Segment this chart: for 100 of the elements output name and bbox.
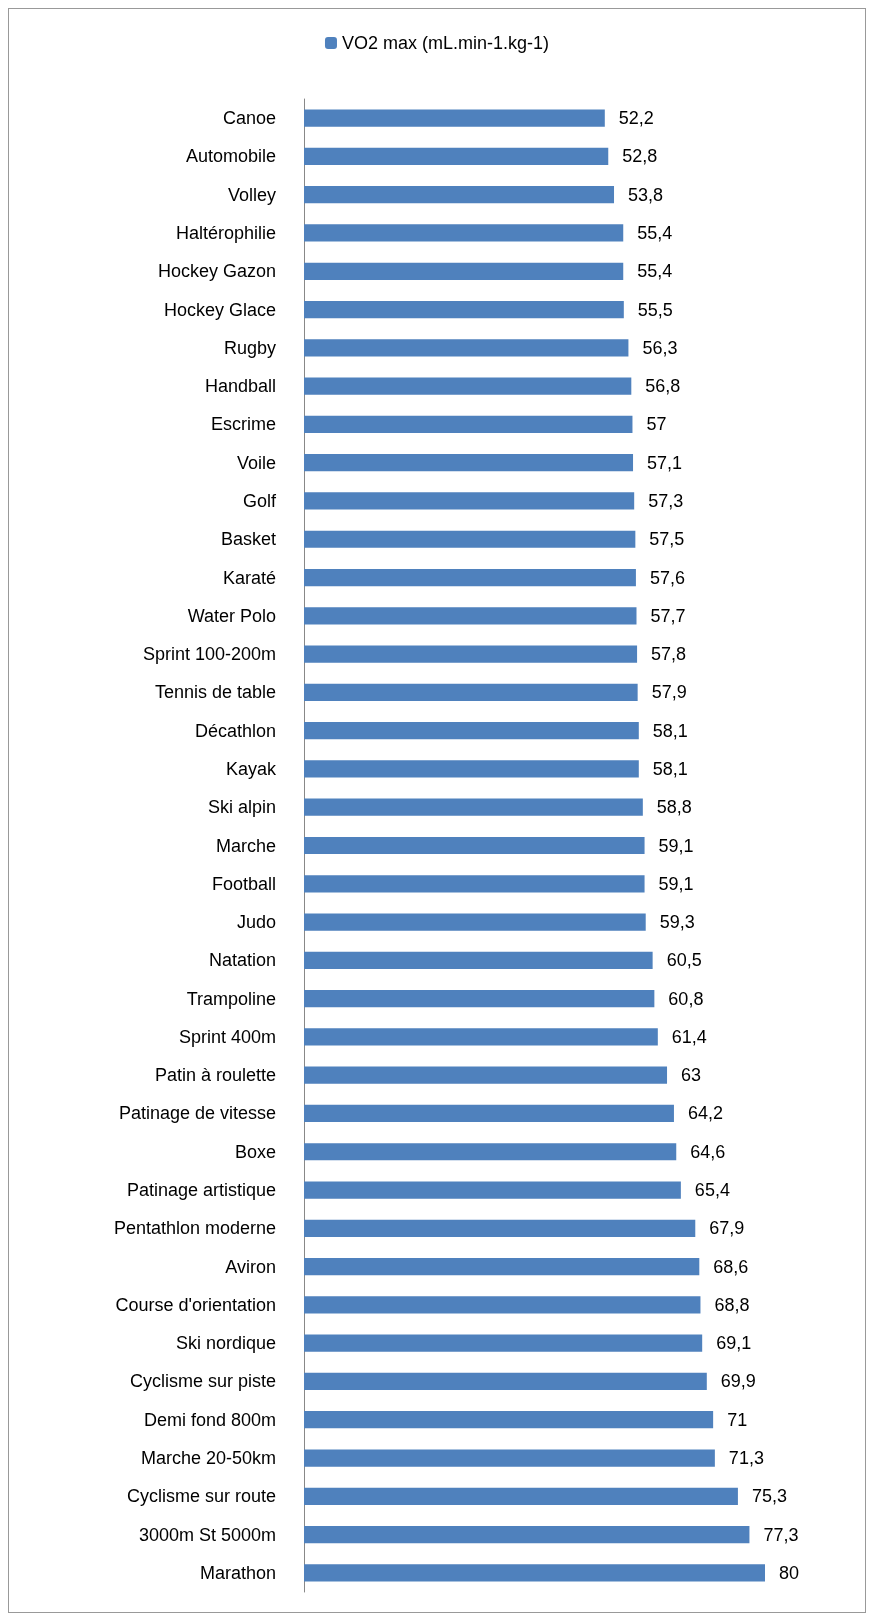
y-tick-label: Football bbox=[211, 873, 276, 894]
data-label: 69,1 bbox=[716, 1333, 752, 1354]
data-label: 55,4 bbox=[637, 222, 673, 243]
bar bbox=[304, 683, 638, 701]
y-tick-label: Handball bbox=[204, 376, 276, 397]
bar bbox=[304, 262, 624, 280]
data-label: 58,8 bbox=[656, 797, 692, 818]
data-label: 60,5 bbox=[666, 950, 702, 971]
y-tick-label: Natation bbox=[208, 950, 276, 971]
y-tick-label: Pentathlon moderne bbox=[113, 1218, 276, 1239]
data-label: 59,1 bbox=[658, 835, 694, 856]
bar bbox=[304, 1411, 714, 1429]
bar bbox=[304, 990, 655, 1008]
data-label: 77,3 bbox=[763, 1524, 799, 1545]
data-label: 63 bbox=[681, 1065, 702, 1086]
data-label: 57,1 bbox=[647, 452, 683, 473]
y-tick-label: Sprint 100-200m bbox=[142, 644, 276, 665]
bar bbox=[304, 1296, 701, 1314]
data-label: 55,4 bbox=[637, 261, 673, 282]
y-tick-label: Marathon bbox=[199, 1562, 276, 1583]
y-tick-label: Patinage artistique bbox=[126, 1180, 276, 1201]
data-label: 57,7 bbox=[650, 605, 686, 626]
bar bbox=[304, 568, 636, 587]
y-tick-label: Hockey Gazon bbox=[157, 261, 276, 282]
y-tick-label: Cyclisme sur route bbox=[126, 1486, 276, 1507]
y-tick-label: Course d'orientation bbox=[115, 1294, 276, 1315]
bar bbox=[304, 836, 645, 855]
data-label: 64,6 bbox=[690, 1141, 726, 1162]
data-label: 57,9 bbox=[651, 682, 687, 703]
bar bbox=[304, 913, 646, 931]
legend-label: VO2 max (mL.min-1.kg-1) bbox=[341, 33, 550, 53]
y-tick-label: Haltérophilie bbox=[175, 222, 276, 243]
data-label: 56,8 bbox=[645, 376, 681, 397]
data-label: 60,8 bbox=[668, 988, 704, 1009]
bar bbox=[304, 1066, 668, 1084]
data-label: 61,4 bbox=[671, 1026, 707, 1047]
y-tick-label: Boxe bbox=[234, 1141, 276, 1162]
data-label: 75,3 bbox=[751, 1486, 787, 1507]
y-tick-label: Demi fond 800m bbox=[143, 1409, 276, 1430]
bar bbox=[304, 339, 629, 357]
bar bbox=[304, 1181, 681, 1199]
bar bbox=[304, 1334, 703, 1352]
y-tick-label: Patin à roulette bbox=[154, 1065, 276, 1086]
bar bbox=[304, 645, 638, 663]
bar bbox=[304, 1219, 696, 1237]
bar bbox=[304, 607, 637, 625]
y-tick-label: Cyclisme sur piste bbox=[129, 1371, 276, 1392]
data-label: 57,8 bbox=[651, 644, 687, 665]
data-label: 52,8 bbox=[622, 146, 658, 167]
y-tick-label: Automobile bbox=[185, 146, 276, 167]
bar bbox=[304, 951, 653, 969]
bar bbox=[304, 875, 645, 893]
data-label: 59,1 bbox=[658, 873, 694, 894]
data-label: 65,4 bbox=[694, 1180, 730, 1201]
data-label: 58,1 bbox=[652, 758, 688, 779]
y-tick-label: Rugby bbox=[223, 337, 276, 358]
y-tick-label: 3000m St 5000m bbox=[138, 1524, 276, 1545]
y-tick-label: Golf bbox=[242, 490, 277, 511]
y-tick-label: Karaté bbox=[222, 567, 276, 588]
y-tick-label: Patinage de vitesse bbox=[118, 1103, 276, 1124]
data-label: 57,3 bbox=[648, 490, 684, 511]
bar bbox=[304, 1372, 707, 1391]
bar bbox=[304, 530, 636, 548]
y-tick-label: Judo bbox=[236, 912, 276, 933]
y-tick-label: Sprint 400m bbox=[178, 1026, 276, 1047]
y-tick-label: Tennis de table bbox=[154, 682, 276, 703]
y-tick-label: Marche 20-50km bbox=[140, 1448, 276, 1469]
bar bbox=[304, 224, 624, 242]
bar bbox=[304, 1257, 700, 1276]
data-label: 68,6 bbox=[713, 1256, 749, 1277]
bar bbox=[304, 1525, 750, 1544]
bar bbox=[304, 1564, 765, 1582]
y-tick-label: Ski alpin bbox=[207, 797, 276, 818]
bar bbox=[304, 186, 615, 204]
data-label: 64,2 bbox=[687, 1103, 723, 1124]
bar bbox=[304, 300, 624, 319]
y-tick-label: Ski nordique bbox=[175, 1333, 276, 1354]
bar bbox=[304, 798, 643, 816]
y-tick-label: Water Polo bbox=[187, 605, 276, 626]
y-tick-label: Marche bbox=[215, 835, 276, 856]
data-label: 68,8 bbox=[714, 1294, 750, 1315]
data-label: 69,9 bbox=[720, 1371, 756, 1392]
data-label: 71 bbox=[727, 1409, 748, 1430]
bar bbox=[304, 492, 635, 510]
data-label: 57 bbox=[646, 414, 667, 435]
data-label: 52,2 bbox=[618, 108, 654, 129]
bar bbox=[304, 760, 639, 778]
y-tick-label: Basket bbox=[220, 529, 276, 550]
y-tick-label: Trampoline bbox=[186, 988, 276, 1009]
bar bbox=[304, 1028, 658, 1046]
data-label: 67,9 bbox=[709, 1218, 745, 1239]
bar bbox=[304, 1104, 674, 1123]
data-label: 53,8 bbox=[628, 184, 664, 205]
bar bbox=[304, 454, 634, 472]
data-label: 56,3 bbox=[642, 337, 678, 358]
y-tick-label: Volley bbox=[227, 184, 276, 205]
y-tick-label: Escrime bbox=[210, 414, 276, 435]
data-label: 80 bbox=[779, 1562, 800, 1583]
y-tick-label: Canoe bbox=[222, 108, 276, 129]
bar bbox=[304, 722, 639, 740]
